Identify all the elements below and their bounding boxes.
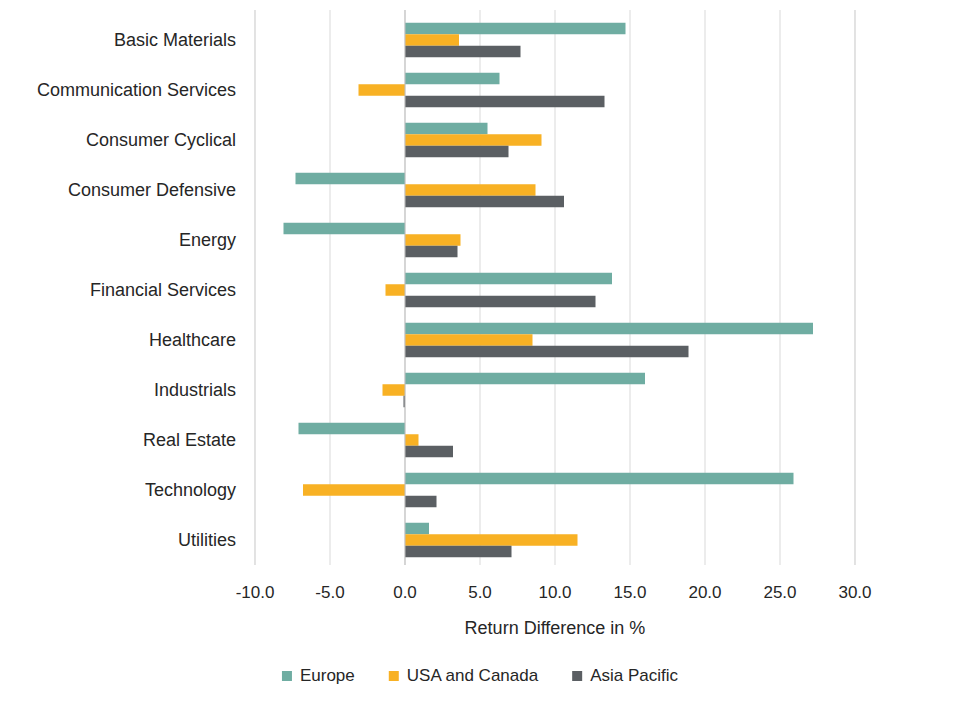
legend-label: Europe — [300, 666, 355, 685]
bar — [405, 146, 509, 158]
legend: Europe USA and Canada Asia Pacific — [282, 666, 679, 685]
tick-label: 5.0 — [468, 583, 492, 602]
tick-label: -10.0 — [236, 583, 275, 602]
chart: -10.0 -5.0 0.0 5.0 10.0 15.0 20.0 25.0 30.0 Retur… — [0, 0, 960, 709]
category-label: Industrials — [154, 380, 236, 400]
tick-label: 10.0 — [538, 583, 571, 602]
tick-label: 30.0 — [838, 583, 871, 602]
tick-label: 25.0 — [763, 583, 796, 602]
bar — [383, 384, 406, 396]
bar — [405, 373, 645, 385]
tick-label: -5.0 — [315, 583, 344, 602]
bar — [405, 184, 536, 196]
legend-label: USA and Canada — [407, 666, 539, 685]
category-label: Technology — [145, 480, 236, 500]
zero-line — [405, 10, 406, 565]
bar — [405, 23, 626, 35]
category-label: Utilities — [178, 530, 236, 550]
bar — [405, 534, 578, 546]
grid-line — [855, 10, 856, 565]
bars — [284, 23, 814, 558]
legend-swatch — [389, 671, 399, 681]
bar — [405, 346, 689, 358]
legend-swatch — [282, 671, 292, 681]
category-label: Basic Materials — [114, 30, 236, 50]
bar — [405, 73, 500, 85]
bar — [405, 473, 794, 485]
bar — [405, 496, 437, 508]
category-label: Real Estate — [143, 430, 236, 450]
bar — [405, 123, 488, 135]
bar — [405, 446, 453, 458]
axis-title: Return Difference in % — [465, 618, 646, 638]
bar — [405, 134, 542, 146]
tick-label: 0.0 — [393, 583, 417, 602]
bar — [284, 223, 406, 235]
bar — [386, 284, 406, 296]
bar — [296, 173, 406, 185]
bar — [299, 423, 406, 435]
bar — [405, 334, 533, 346]
bar — [405, 434, 419, 446]
tick-label: 15.0 — [613, 583, 646, 602]
category-label: Communication Services — [37, 80, 236, 100]
legend-swatch — [572, 671, 582, 681]
category-label: Healthcare — [149, 330, 236, 350]
grid-line — [405, 10, 406, 565]
bar — [405, 546, 512, 558]
legend-item: Europe — [282, 666, 355, 685]
legend-item: USA and Canada — [389, 666, 539, 685]
bar — [405, 246, 458, 258]
grid-line — [255, 10, 256, 565]
bar — [303, 484, 405, 496]
grid-line — [330, 10, 331, 565]
bar — [405, 234, 461, 246]
bar — [405, 273, 612, 285]
bar — [405, 196, 564, 208]
bar — [359, 84, 406, 96]
bar — [405, 34, 459, 46]
tick-label: 20.0 — [688, 583, 721, 602]
bar — [405, 296, 596, 308]
legend-item: Asia Pacific — [572, 666, 678, 685]
category-label: Energy — [179, 230, 236, 250]
category-label: Consumer Defensive — [68, 180, 236, 200]
axis-line — [855, 10, 856, 565]
bar — [405, 523, 429, 535]
bar — [405, 46, 521, 58]
bar — [405, 323, 813, 335]
category-label: Financial Services — [90, 280, 236, 300]
category-label: Consumer Cyclical — [86, 130, 236, 150]
axis-line — [255, 10, 256, 565]
bar — [405, 96, 605, 108]
legend-label: Asia Pacific — [590, 666, 678, 685]
